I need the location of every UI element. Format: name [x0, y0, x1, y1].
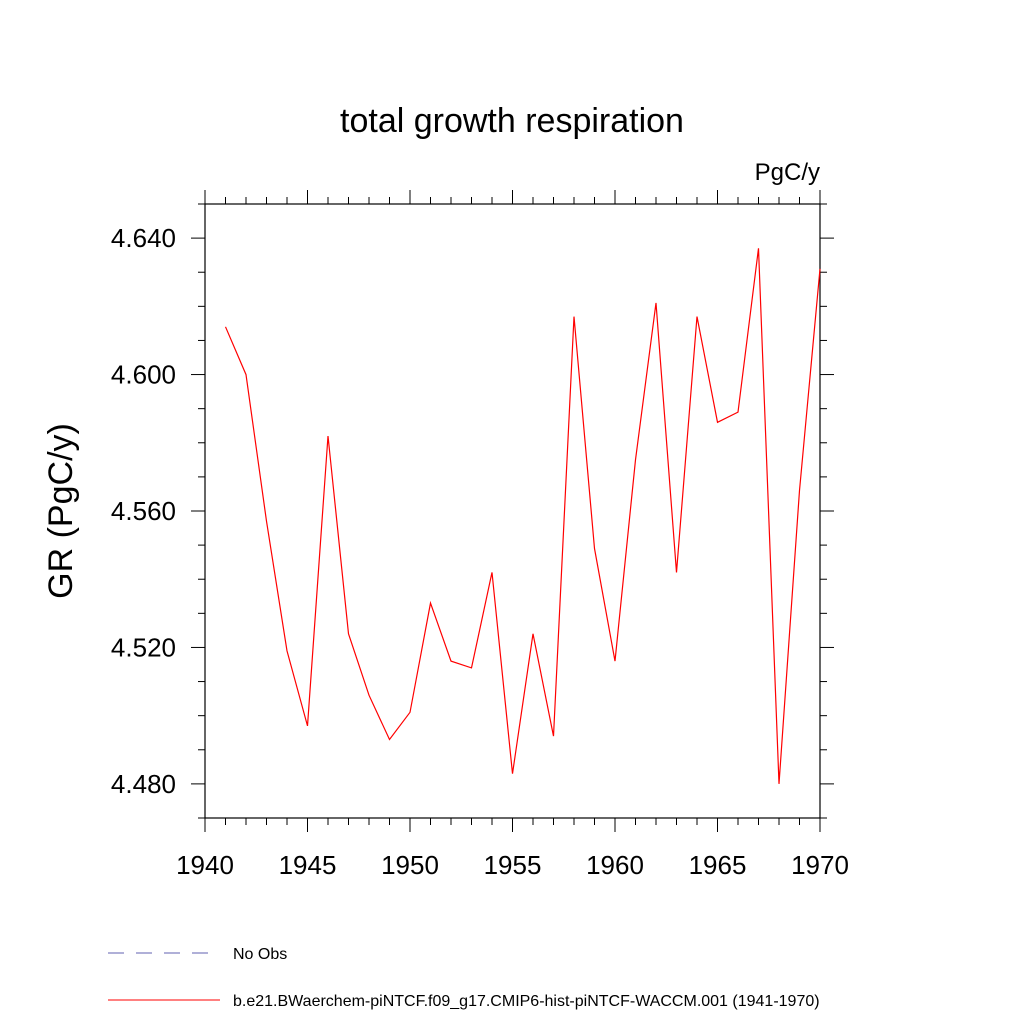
x-tick-label: 1945 — [279, 850, 337, 880]
x-tick-label: 1960 — [586, 850, 644, 880]
legend: No Obs b.e21.BWaerchem-piNTCF.f09_g17.CMI… — [108, 946, 820, 1010]
y-tick-label: 4.520 — [111, 632, 176, 662]
x-tick-label: 1940 — [176, 850, 234, 880]
units-label: PgC/y — [755, 159, 820, 186]
y-tick-label: 4.640 — [111, 223, 176, 253]
y-tick-label: 4.600 — [111, 360, 176, 390]
x-tick-label: 1970 — [791, 850, 849, 880]
axis-tick-labels: 1940 1945 1950 1955 1960 1965 1970 4.480 4.520 4.… — [111, 223, 849, 880]
chart-title: total growth respiration — [340, 102, 684, 140]
axis-ticks — [191, 190, 834, 832]
series-group — [224, 248, 821, 784]
y-axis-label: GR (PgC/y) — [42, 423, 80, 599]
x-tick-label: 1950 — [381, 850, 439, 880]
y-tick-label: 4.480 — [111, 769, 176, 799]
x-tick-label: 1955 — [484, 850, 542, 880]
x-tick-label: 1965 — [689, 850, 747, 880]
series-line — [224, 248, 821, 784]
plot-frame — [204, 203, 821, 819]
legend-label: b.e21.BWaerchem-piNTCF.f09_g17.CMIP6-his… — [233, 993, 820, 1010]
legend-label: No Obs — [233, 946, 287, 963]
y-tick-label: 4.560 — [111, 496, 176, 526]
